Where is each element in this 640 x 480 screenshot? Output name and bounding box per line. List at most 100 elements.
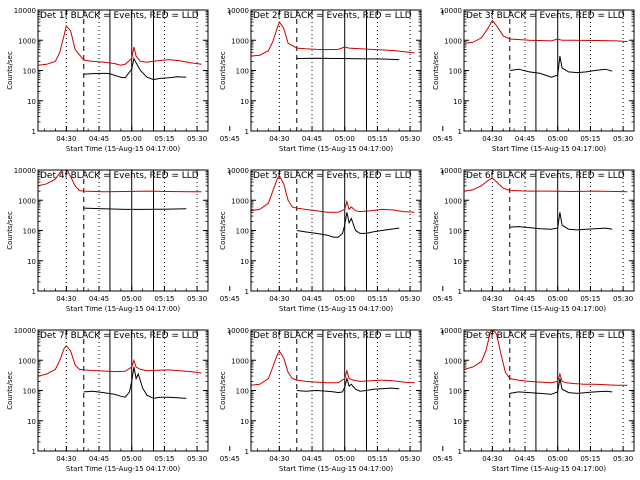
x-tick-label: 05:15	[580, 455, 600, 463]
x-tick-label: 04:45	[515, 295, 535, 303]
y-tick-label: 1000	[444, 197, 462, 205]
x-axis-label: Start Time (15-Aug-15 04:17:00)	[279, 145, 393, 153]
x-tick-label: 05:00	[548, 135, 568, 143]
y-tick-label: 10	[27, 418, 36, 426]
x-tick-label: 05:15	[154, 295, 174, 303]
x-tick-label: 05:00	[548, 455, 568, 463]
y-tick-label: 10000	[14, 167, 36, 175]
y-tick-label: 10	[453, 418, 462, 426]
x-axis-label: Start Time (15-Aug-15 04:17:00)	[279, 465, 393, 473]
y-axis-label: Counts/sec	[432, 371, 440, 410]
y-axis-label: Counts/sec	[432, 51, 440, 90]
x-tick-label: 05:15	[154, 135, 174, 143]
y-tick-label: 100	[23, 228, 36, 236]
panel-title: Det 3f BLACK = Events, RED = LLD	[466, 11, 625, 21]
x-tick-label: 05:30	[187, 295, 207, 303]
y-tick-label: 1	[458, 448, 462, 456]
panel-det-3: Det 3f BLACK = Events, RED = LLD Counts/s…	[432, 7, 635, 153]
y-tick-label: 10	[453, 258, 462, 266]
x-tick-label: 05:00	[335, 135, 355, 143]
panel-title: Det 6f BLACK = Events, RED = LLD	[466, 171, 625, 181]
lld-series-line	[464, 330, 628, 386]
panel-det-9: Det 9f BLACK = Events, RED = LLD Counts/s…	[432, 327, 635, 473]
y-tick-label: 10000	[14, 327, 36, 335]
y-axis-label: Counts/sec	[6, 51, 14, 90]
events-series-line	[509, 212, 613, 231]
y-tick-label: 1	[245, 288, 249, 296]
plot-frame	[250, 329, 422, 452]
series-group	[464, 19, 628, 78]
lld-series-line	[251, 20, 415, 57]
x-tick-label: 04:45	[515, 135, 535, 143]
y-tick-label: 10000	[440, 167, 462, 175]
x-tick-label: 05:30	[400, 455, 420, 463]
x-tick-label: 05:45	[433, 455, 453, 463]
x-tick-label: 04:45	[89, 455, 109, 463]
y-tick-label: 1000	[231, 357, 249, 365]
series-group	[464, 330, 628, 395]
y-tick-label: 100	[449, 388, 462, 396]
series-group	[251, 20, 415, 61]
panel-title: Det 2f BLACK = Events, RED = LLD	[253, 11, 412, 21]
x-tick-label: 05:30	[187, 135, 207, 143]
x-tick-label: 04:45	[302, 135, 322, 143]
plot-frame	[463, 329, 635, 452]
y-tick-label: 10	[240, 98, 249, 106]
x-tick-label: 04:30	[56, 455, 76, 463]
y-tick-label: 10000	[227, 327, 249, 335]
events-series-line	[296, 212, 400, 238]
x-axis-label: Start Time (15-Aug-15 04:17:00)	[66, 305, 180, 313]
y-tick-label: 1	[245, 448, 249, 456]
y-tick-label: 10	[240, 258, 249, 266]
x-tick-label: 05:15	[367, 295, 387, 303]
plot-frame	[463, 169, 635, 292]
x-tick-label: 04:45	[302, 295, 322, 303]
y-axis-label: Counts/sec	[219, 211, 227, 250]
series-group	[251, 350, 415, 394]
x-tick-label: 05:30	[400, 135, 420, 143]
x-axis-label: Start Time (15-Aug-15 04:17:00)	[279, 305, 393, 313]
panel-title: Det 5f BLACK = Events, RED = LLD	[253, 171, 412, 181]
y-tick-label: 10000	[227, 167, 249, 175]
x-tick-label: 05:00	[122, 455, 142, 463]
x-tick-label: 05:30	[613, 135, 633, 143]
y-tick-label: 100	[23, 388, 36, 396]
y-tick-label: 1000	[18, 37, 36, 45]
y-tick-label: 10	[240, 418, 249, 426]
panel-det-4: Det 4f BLACK = Events, RED = LLD Counts/s…	[6, 167, 240, 313]
y-tick-label: 100	[449, 228, 462, 236]
y-axis-label: Counts/sec	[219, 51, 227, 90]
x-tick-label: 04:30	[269, 135, 289, 143]
events-series-line	[296, 376, 400, 394]
panel-det-1: Det 1f BLACK = Events, RED = LLD Counts/s…	[6, 7, 240, 153]
series-group	[251, 174, 415, 238]
x-axis-label: Start Time (15-Aug-15 04:17:00)	[492, 145, 606, 153]
y-tick-label: 1	[32, 288, 36, 296]
y-tick-label: 100	[236, 388, 249, 396]
plot-frame	[37, 329, 209, 452]
plot-frame	[37, 9, 209, 132]
y-tick-label: 100	[236, 228, 249, 236]
events-series-line	[83, 57, 187, 81]
y-tick-label: 1	[458, 128, 462, 136]
plot-frame	[463, 9, 635, 132]
y-tick-label: 1000	[444, 37, 462, 45]
y-axis-label: Counts/sec	[219, 371, 227, 410]
y-tick-label: 1	[245, 128, 249, 136]
y-tick-label: 1	[458, 288, 462, 296]
y-tick-label: 1000	[444, 357, 462, 365]
y-axis-label: Counts/sec	[6, 371, 14, 410]
x-tick-label: 04:30	[482, 135, 502, 143]
x-tick-label: 05:30	[187, 455, 207, 463]
x-tick-label: 05:00	[122, 135, 142, 143]
x-tick-label: 04:45	[89, 135, 109, 143]
panel-det-7: Det 7f BLACK = Events, RED = LLD Counts/s…	[6, 327, 240, 473]
y-axis-label: Counts/sec	[432, 211, 440, 250]
lld-series-line	[251, 174, 415, 213]
y-tick-label: 1	[32, 128, 36, 136]
events-series-line	[83, 207, 187, 210]
x-tick-label: 04:30	[482, 455, 502, 463]
plot-frame	[37, 169, 209, 292]
x-tick-label: 04:30	[269, 455, 289, 463]
